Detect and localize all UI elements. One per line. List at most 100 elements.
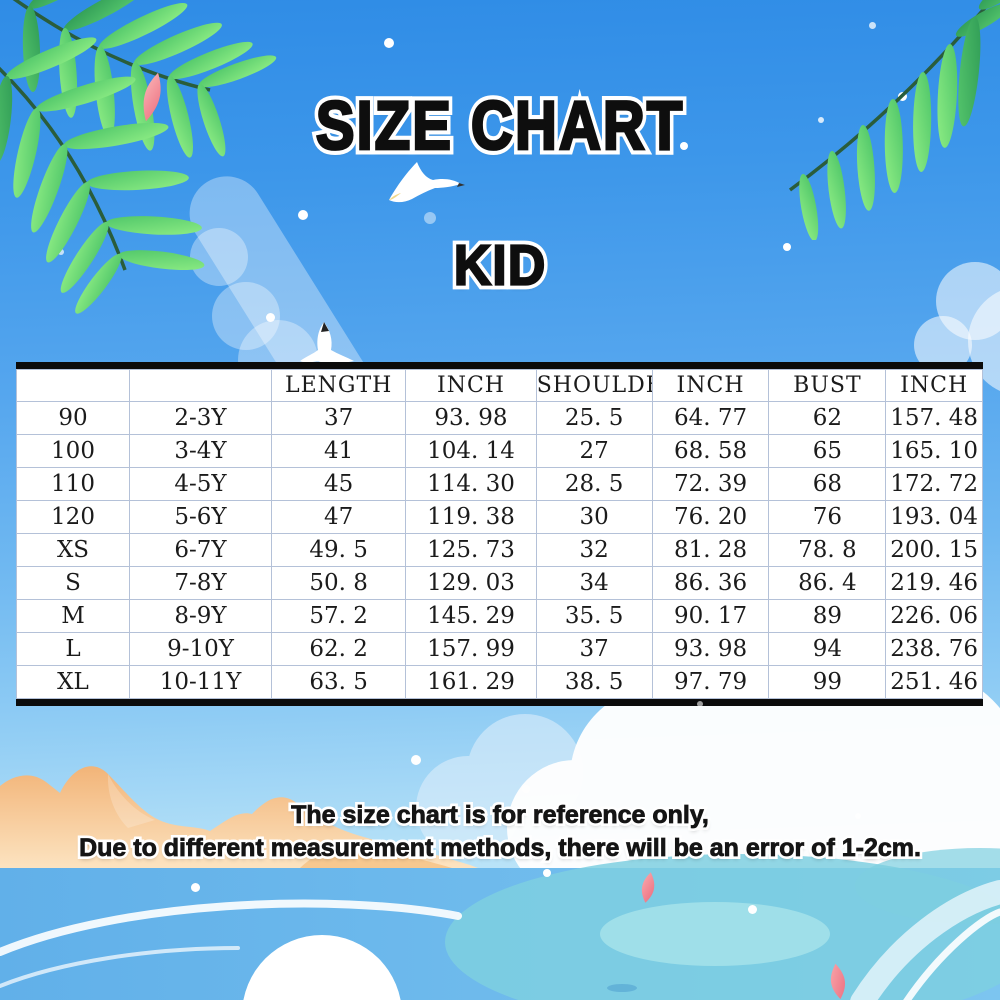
column-header bbox=[15, 369, 131, 402]
table-cell: 37 bbox=[535, 632, 653, 666]
sparkle-dot bbox=[191, 883, 200, 892]
table-cell: 5-6Y bbox=[129, 500, 273, 534]
table-cell: 120 bbox=[15, 500, 131, 534]
column-header: INCH bbox=[885, 369, 983, 402]
table-cell: 251. 46 bbox=[885, 665, 983, 699]
seagull-icon bbox=[300, 322, 354, 364]
caption-line-1: The size chart is for reference only, bbox=[0, 800, 1000, 831]
sparkle-dot bbox=[411, 755, 421, 765]
page-title: SIZE CHART bbox=[30, 87, 970, 166]
table-cell: 62. 2 bbox=[271, 632, 407, 666]
table-cell: 35. 5 bbox=[535, 599, 653, 633]
column-header: SHOULDER bbox=[535, 369, 653, 402]
table-cell: 161. 29 bbox=[405, 665, 537, 699]
table-cell: 129. 03 bbox=[405, 566, 537, 600]
size-table: LENGTHINCHSHOULDERINCHBUSTINCH 902-3Y379… bbox=[15, 369, 983, 699]
column-header: BUST bbox=[768, 369, 887, 402]
table-cell: 2-3Y bbox=[129, 401, 273, 435]
table-cell: 90. 17 bbox=[651, 599, 770, 633]
table-cell: 157. 48 bbox=[885, 401, 983, 435]
table-cell: 97. 79 bbox=[651, 665, 770, 699]
table-row: 90 2-3Y 37 93. 98 25. 5 64. 77 62 157. 48 bbox=[15, 401, 983, 435]
table-cell: M bbox=[15, 599, 131, 633]
table-cell: 114. 30 bbox=[405, 467, 537, 501]
table-cell: 165. 10 bbox=[885, 434, 983, 468]
table-cell: 50. 8 bbox=[271, 566, 407, 600]
table-cell: 200. 15 bbox=[885, 533, 983, 567]
sparkle-dot bbox=[543, 869, 551, 877]
sparkle-dot bbox=[869, 22, 876, 29]
table-cell: 37 bbox=[271, 401, 407, 435]
table-cell: 93. 98 bbox=[651, 632, 770, 666]
table-cell: 32 bbox=[535, 533, 653, 567]
table-row: 120 5-6Y 47 119. 38 30 76. 20 76 193. 04 bbox=[15, 500, 983, 534]
table-cell: 7-8Y bbox=[129, 566, 273, 600]
table-row: L 9-10Y 62. 2 157. 99 37 93. 98 94 238. 76 bbox=[15, 632, 983, 666]
table-cell: 28. 5 bbox=[535, 467, 653, 501]
size-table-wrap: LENGTHINCHSHOULDERINCHBUSTINCH 902-3Y379… bbox=[15, 362, 983, 706]
table-cell: 193. 04 bbox=[885, 500, 983, 534]
table-cell: L bbox=[15, 632, 131, 666]
column-header: LENGTH bbox=[271, 369, 407, 402]
table-cell: 157. 99 bbox=[405, 632, 537, 666]
table-cell: 62 bbox=[768, 401, 887, 435]
table-cell: 72. 39 bbox=[651, 467, 770, 501]
table-cell: 3-4Y bbox=[129, 434, 273, 468]
sea bbox=[0, 848, 1000, 1000]
table-row: 100 3-4Y 41 104. 14 27 68. 58 65 165. 10 bbox=[15, 434, 983, 468]
table-cell: 41 bbox=[271, 434, 407, 468]
table-cell: 86. 36 bbox=[651, 566, 770, 600]
sparkle-dot bbox=[298, 210, 308, 220]
table-cell: 119. 38 bbox=[405, 500, 537, 534]
table-cell: 45 bbox=[271, 467, 407, 501]
table-cell: 110 bbox=[15, 467, 131, 501]
table-cell: S bbox=[15, 566, 131, 600]
table-cell: 99 bbox=[768, 665, 887, 699]
table-cell: 34 bbox=[535, 566, 653, 600]
table-cell: 4-5Y bbox=[129, 467, 273, 501]
table-cell: 49. 5 bbox=[271, 533, 407, 567]
table-cell: 68 bbox=[768, 467, 887, 501]
table-cell: 90 bbox=[15, 401, 131, 435]
table-cell: 94 bbox=[768, 632, 887, 666]
table-cell: 86. 4 bbox=[768, 566, 887, 600]
table-cell: 10-11Y bbox=[129, 665, 273, 699]
table-cell: 30 bbox=[535, 500, 653, 534]
table-cell: 8-9Y bbox=[129, 599, 273, 633]
table-row: S 7-8Y 50. 8 129. 03 34 86. 36 86. 4 219. 46 bbox=[15, 566, 983, 600]
table-cell: 93. 98 bbox=[405, 401, 537, 435]
sparkle-dot bbox=[266, 313, 275, 322]
table-row: XL 10-11Y 63. 5 161. 29 38. 5 97. 79 99 251. 46 bbox=[15, 665, 983, 699]
table-cell: 238. 76 bbox=[885, 632, 983, 666]
table-cell: 64. 77 bbox=[651, 401, 770, 435]
sparkle-dot bbox=[384, 38, 394, 48]
column-header: INCH bbox=[651, 369, 770, 402]
table-cell: XS bbox=[15, 533, 131, 567]
table-cell: 81. 28 bbox=[651, 533, 770, 567]
table-cell: 47 bbox=[271, 500, 407, 534]
sparkle-dot bbox=[748, 905, 757, 914]
table-cell: 172. 72 bbox=[885, 467, 983, 501]
petal-icon bbox=[641, 872, 846, 1000]
table-body: 90 2-3Y 37 93. 98 25. 5 64. 77 62 157. 48 100 3-4… bbox=[15, 401, 983, 699]
table-cell: 63. 5 bbox=[271, 665, 407, 699]
table-cell: 57. 2 bbox=[271, 599, 407, 633]
table-cell: 27 bbox=[535, 434, 653, 468]
table-cell: 89 bbox=[768, 599, 887, 633]
table-cell: 76. 20 bbox=[651, 500, 770, 534]
column-header: INCH bbox=[405, 369, 537, 402]
table-cell: 100 bbox=[15, 434, 131, 468]
table-cell: 145. 29 bbox=[405, 599, 537, 633]
table-cell: 25. 5 bbox=[535, 401, 653, 435]
table-header-row: LENGTHINCHSHOULDERINCHBUSTINCH bbox=[15, 369, 983, 402]
seagull-icon bbox=[389, 162, 465, 203]
page-subtitle: KID bbox=[0, 234, 1000, 299]
sparkle-dot bbox=[424, 212, 436, 224]
table-cell: 219. 46 bbox=[885, 566, 983, 600]
column-header bbox=[129, 369, 273, 402]
table-cell: 6-7Y bbox=[129, 533, 273, 567]
table-cell: 125. 73 bbox=[405, 533, 537, 567]
table-cell: 9-10Y bbox=[129, 632, 273, 666]
table-cell: XL bbox=[15, 665, 131, 699]
